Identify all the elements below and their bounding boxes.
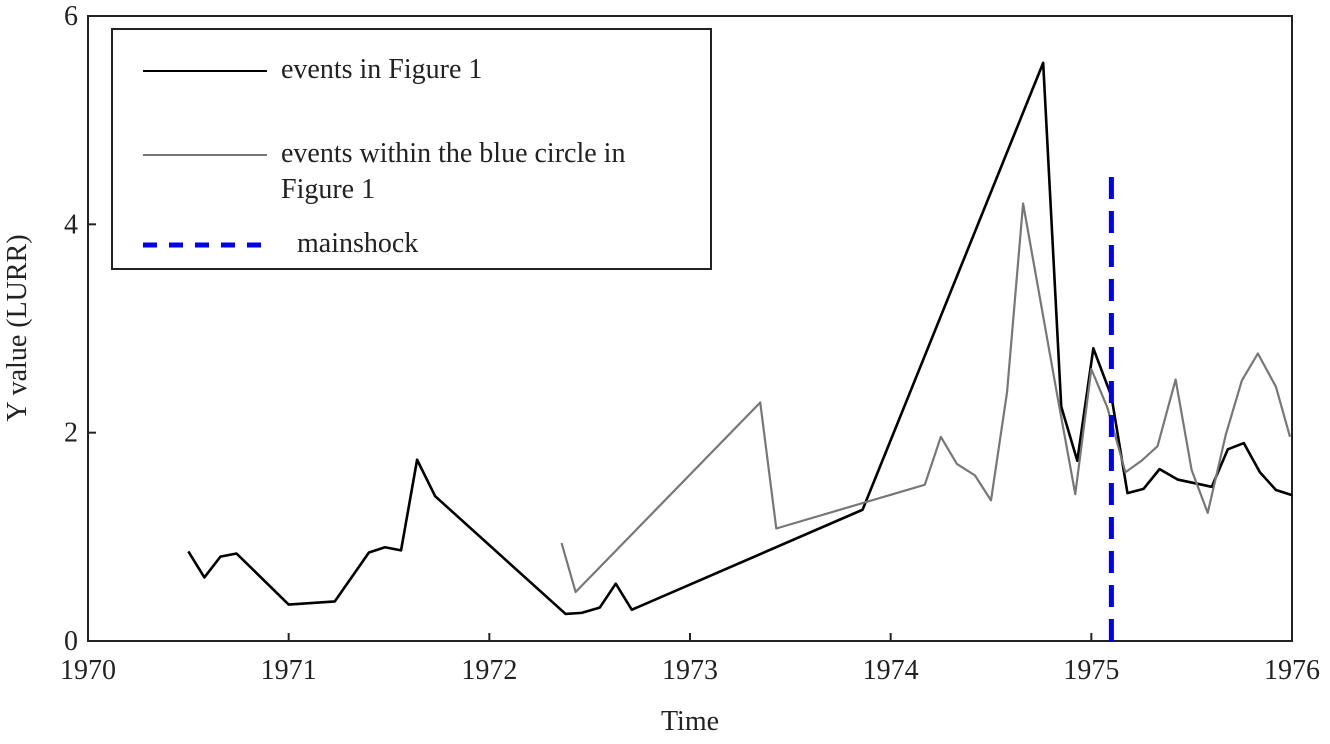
x-tick-label: 1975 [1063, 655, 1119, 686]
y-tick-label: 0 [64, 626, 78, 657]
x-tick-label: 1974 [863, 655, 919, 686]
y-tick-label: 4 [64, 209, 78, 240]
x-tick-label: 1970 [60, 655, 116, 686]
legend-label: events in Figure 1 [281, 54, 483, 85]
legend-swatch [143, 154, 267, 156]
legend-swatch [143, 70, 267, 72]
legend-entry: mainshock [143, 226, 687, 262]
legend-swatch [143, 242, 267, 248]
series-line [560, 202, 1292, 594]
legend-entry: events in Figure 1 [143, 52, 671, 88]
legend-label: events within the blue circle in Figure … [281, 138, 626, 205]
x-tick-label: 1971 [261, 655, 317, 686]
x-axis-label: Time [661, 706, 719, 737]
legend: events in Figure 1 events within the blue… [111, 28, 712, 270]
series-line [187, 61, 1293, 616]
legend-label: mainshock [297, 228, 419, 259]
y-tick-label: 6 [64, 1, 78, 32]
x-tick-label: 1973 [662, 655, 718, 686]
y-axis-label: Y value (LURR) [2, 234, 33, 421]
legend-entry: events within the blue circle in Figure … [143, 136, 671, 208]
x-tick-label: 1972 [461, 655, 517, 686]
y-tick-label: 2 [64, 418, 78, 449]
x-tick-label: 1976 [1264, 655, 1320, 686]
